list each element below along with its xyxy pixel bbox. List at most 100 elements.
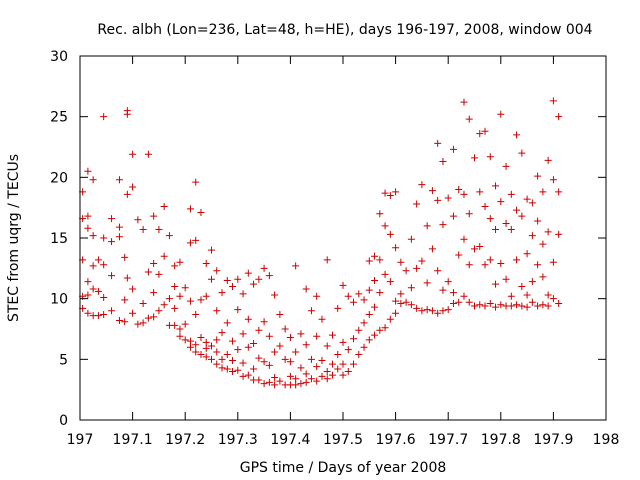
data-point bbox=[328, 360, 336, 368]
data-point bbox=[84, 309, 92, 317]
data-point bbox=[208, 355, 215, 363]
data-point bbox=[555, 113, 563, 121]
data-point bbox=[171, 262, 179, 270]
data-point bbox=[84, 212, 92, 220]
data-point bbox=[115, 233, 123, 241]
data-point bbox=[171, 283, 179, 291]
y-axis-label: STEC from uqrg / TECUs bbox=[6, 154, 22, 322]
data-point bbox=[115, 176, 123, 184]
data-point bbox=[307, 375, 315, 383]
data-point bbox=[518, 283, 526, 291]
data-point bbox=[381, 270, 389, 278]
data-point bbox=[528, 298, 536, 306]
data-point bbox=[139, 226, 147, 234]
data-point bbox=[507, 302, 515, 310]
data-point bbox=[192, 341, 200, 349]
data-point bbox=[160, 202, 168, 210]
data-point bbox=[186, 337, 194, 345]
data-point bbox=[213, 307, 221, 315]
y-tick-label: 25 bbox=[50, 110, 68, 126]
data-point bbox=[223, 350, 231, 358]
data-point bbox=[123, 110, 131, 118]
data-point bbox=[260, 264, 268, 272]
data-point bbox=[89, 262, 97, 270]
data-point bbox=[413, 304, 421, 312]
data-point bbox=[518, 212, 526, 220]
data-point bbox=[471, 154, 478, 162]
data-point bbox=[313, 363, 321, 371]
data-point bbox=[265, 361, 273, 369]
data-point bbox=[223, 319, 231, 327]
data-point bbox=[476, 188, 484, 196]
data-point bbox=[555, 300, 563, 308]
data-point bbox=[100, 293, 108, 301]
data-point bbox=[471, 245, 478, 253]
x-axis-ticks: 197 197.1 197.2 197.3 197.4 197.5 197.6 197.7 19… bbox=[67, 56, 619, 448]
data-point bbox=[318, 315, 326, 323]
data-point bbox=[350, 298, 358, 306]
data-point bbox=[371, 331, 379, 339]
data-point bbox=[381, 324, 389, 332]
data-point bbox=[94, 312, 102, 320]
data-point bbox=[171, 321, 179, 329]
data-point bbox=[123, 190, 131, 198]
data-point bbox=[539, 273, 547, 281]
data-point bbox=[108, 272, 116, 280]
data-point bbox=[223, 365, 231, 373]
data-point bbox=[476, 301, 484, 309]
data-point bbox=[260, 318, 268, 326]
data-point bbox=[292, 348, 300, 356]
data-point bbox=[360, 296, 368, 304]
data-point bbox=[465, 210, 473, 218]
data-point bbox=[502, 219, 510, 227]
x-tick-label: 197 bbox=[67, 432, 94, 448]
data-point bbox=[513, 131, 521, 139]
data-point bbox=[486, 256, 494, 264]
data-point bbox=[497, 110, 505, 118]
data-point bbox=[202, 259, 210, 267]
data-point bbox=[234, 306, 242, 314]
data-point bbox=[555, 230, 563, 238]
y-tick-label: 0 bbox=[59, 413, 68, 429]
data-point bbox=[539, 301, 547, 309]
data-point bbox=[208, 342, 215, 350]
data-point bbox=[423, 222, 431, 230]
data-point bbox=[239, 359, 247, 367]
data-point bbox=[460, 292, 468, 300]
data-point bbox=[150, 259, 158, 267]
data-point bbox=[418, 257, 426, 265]
data-point bbox=[492, 226, 500, 234]
data-point bbox=[444, 278, 452, 286]
data-point bbox=[544, 302, 552, 310]
data-point bbox=[139, 319, 147, 327]
data-point bbox=[302, 370, 310, 378]
data-point bbox=[513, 301, 521, 309]
data-point bbox=[481, 261, 489, 269]
data-point bbox=[218, 355, 226, 363]
data-point bbox=[302, 341, 310, 349]
data-point bbox=[108, 238, 116, 246]
data-point bbox=[344, 367, 352, 375]
data-point bbox=[100, 310, 108, 318]
data-point bbox=[413, 264, 421, 272]
data-point bbox=[160, 252, 168, 260]
data-point bbox=[555, 188, 563, 196]
data-point bbox=[271, 291, 279, 299]
data-point bbox=[176, 292, 184, 300]
data-point bbox=[176, 332, 184, 340]
data-point bbox=[121, 253, 129, 261]
data-point bbox=[229, 337, 237, 345]
data-point bbox=[208, 246, 215, 254]
data-point bbox=[271, 381, 279, 389]
data-point bbox=[507, 190, 515, 198]
data-point bbox=[108, 215, 116, 223]
data-point bbox=[539, 188, 547, 196]
data-point bbox=[202, 353, 210, 361]
data-point bbox=[94, 256, 102, 264]
data-point bbox=[350, 360, 358, 368]
data-point bbox=[213, 360, 221, 368]
data-point bbox=[192, 348, 200, 356]
data-point bbox=[171, 304, 179, 312]
data-point bbox=[218, 329, 226, 337]
data-point bbox=[460, 235, 468, 243]
